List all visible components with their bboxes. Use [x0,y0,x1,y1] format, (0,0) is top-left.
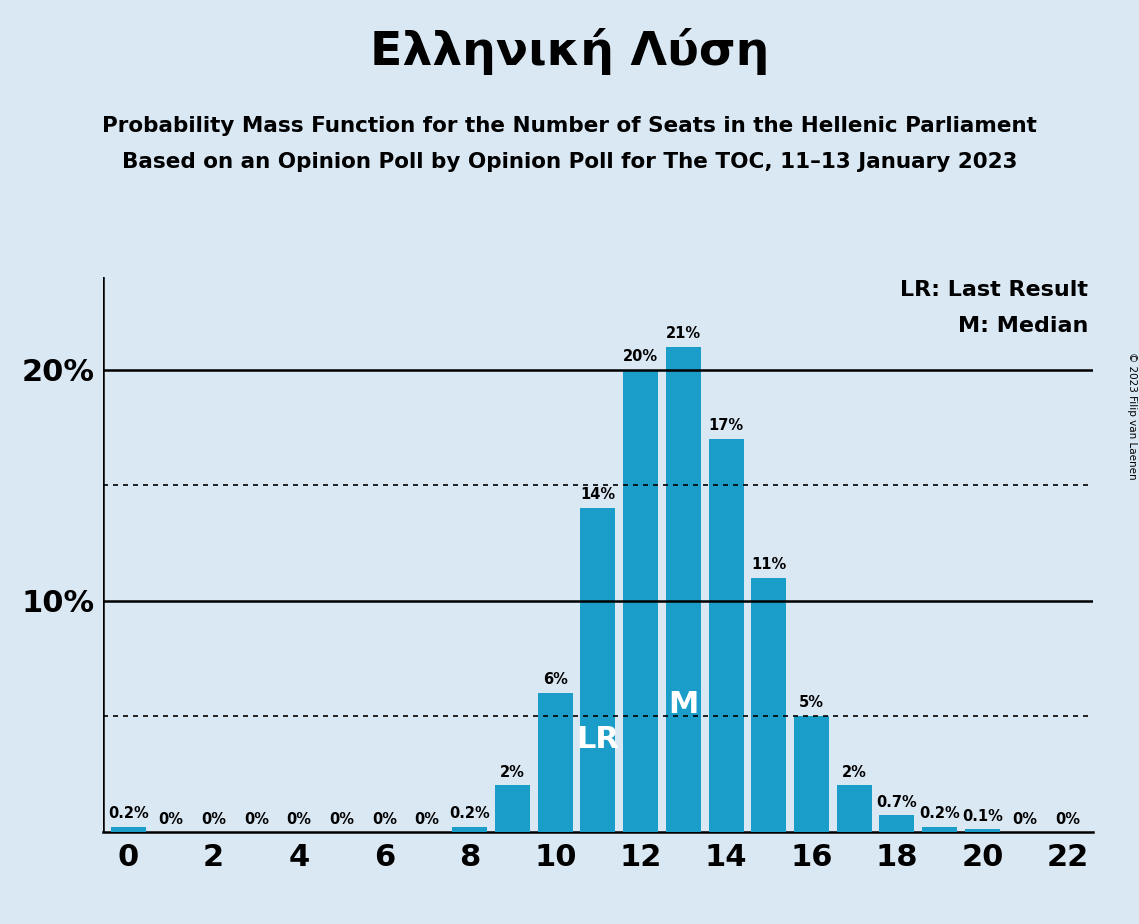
Bar [452,827,487,832]
Text: LR: Last Result: LR: Last Result [901,280,1089,300]
Text: 6%: 6% [543,673,567,687]
Bar [708,439,744,832]
Bar [623,370,658,832]
Bar [752,578,786,832]
Text: 0%: 0% [415,812,440,828]
Text: 0%: 0% [287,812,311,828]
Text: 0%: 0% [372,812,396,828]
Text: 11%: 11% [752,557,786,572]
Text: 0%: 0% [1056,812,1080,828]
Text: 0.1%: 0.1% [962,808,1002,823]
Bar [923,827,957,832]
Text: 14%: 14% [581,488,615,503]
Text: 0.2%: 0.2% [108,807,148,821]
Text: 17%: 17% [708,419,744,433]
Text: 0%: 0% [1013,812,1038,828]
Bar [837,785,871,832]
Bar [666,346,700,832]
Text: 0%: 0% [158,812,183,828]
Bar [538,693,573,832]
Text: 2%: 2% [500,765,525,780]
Text: 21%: 21% [666,326,700,341]
Text: 0%: 0% [202,812,226,828]
Text: 0%: 0% [329,812,354,828]
Text: © 2023 Filip van Laenen: © 2023 Filip van Laenen [1126,352,1137,480]
Text: 0%: 0% [244,812,269,828]
Text: Based on an Opinion Poll by Opinion Poll for The TOC, 11–13 January 2023: Based on an Opinion Poll by Opinion Poll… [122,152,1017,173]
Bar [581,508,615,832]
Text: LR: LR [576,724,620,754]
Text: M: M [669,690,698,719]
Bar [495,785,530,832]
Text: M: Median: M: Median [958,316,1089,336]
Text: 0.7%: 0.7% [877,795,917,809]
Text: 20%: 20% [623,349,658,364]
Bar [110,827,146,832]
Text: Ελληνική Λύση: Ελληνική Λύση [370,28,769,75]
Text: 0.2%: 0.2% [450,807,490,821]
Bar [965,830,1000,832]
Text: Probability Mass Function for the Number of Seats in the Hellenic Parliament: Probability Mass Function for the Number… [103,116,1036,136]
Text: 2%: 2% [842,765,867,780]
Bar [879,815,915,832]
Text: 0.2%: 0.2% [919,807,960,821]
Bar [794,716,829,832]
Text: 5%: 5% [800,696,823,711]
